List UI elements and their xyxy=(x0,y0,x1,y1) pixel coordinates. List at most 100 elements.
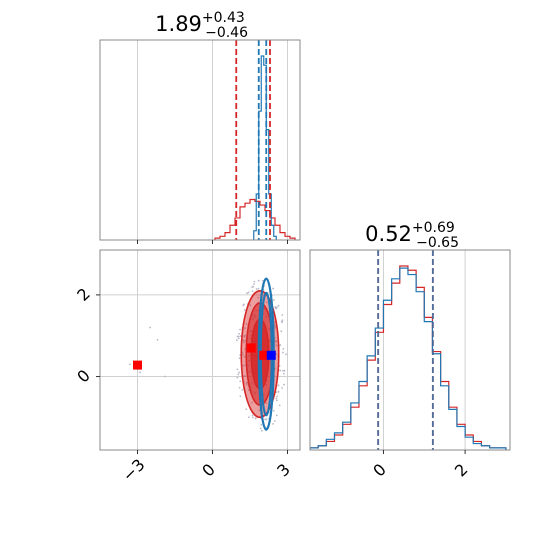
scatter-point xyxy=(274,340,277,343)
scatter-point xyxy=(276,306,278,309)
scatter-point xyxy=(245,323,248,326)
scatter-point xyxy=(251,416,254,419)
scatter-point xyxy=(277,304,280,307)
scatter-point xyxy=(274,327,277,329)
scatter-point xyxy=(236,335,239,338)
scatter-point xyxy=(276,395,278,398)
scatter-point xyxy=(239,380,242,383)
scatter-point xyxy=(247,416,250,419)
scatter-point xyxy=(283,369,286,372)
x-tick-label: 2 xyxy=(451,460,472,481)
scatter-point xyxy=(243,309,246,311)
scatter-point xyxy=(164,375,166,378)
scatter-point xyxy=(251,286,254,289)
scatter-point xyxy=(156,338,159,341)
panel-frame-contour xyxy=(99,249,301,451)
scatter-point xyxy=(285,353,287,356)
scatter-point xyxy=(275,353,278,355)
scatter-point xyxy=(236,368,239,371)
scatter-point xyxy=(274,307,277,309)
scatter-point xyxy=(280,330,283,333)
x-tick-label: 0 xyxy=(198,460,219,481)
scatter-point xyxy=(251,290,254,293)
scatter-point xyxy=(282,348,285,350)
scatter-point xyxy=(237,335,240,338)
scatter-point xyxy=(238,332,241,335)
scatter-point xyxy=(254,417,257,420)
scatter-point xyxy=(243,303,245,306)
scatter-point xyxy=(242,339,245,342)
marker-1 xyxy=(246,343,256,353)
scatter-point xyxy=(275,344,278,347)
scatter-point xyxy=(236,339,238,342)
scatter-point xyxy=(237,337,240,340)
scatter-point xyxy=(129,363,131,366)
scatter-point xyxy=(275,414,278,417)
scatter-point xyxy=(265,418,268,421)
scatter-point xyxy=(282,351,284,354)
hist-top-group xyxy=(214,40,296,240)
scatter-point xyxy=(260,423,263,426)
scatter-point xyxy=(275,397,278,400)
marker-3 xyxy=(266,350,276,360)
scatter-point xyxy=(241,351,244,354)
scatter-point xyxy=(265,402,268,405)
panel-title-top-minus: −0.46 xyxy=(205,25,248,41)
hist-series-1 xyxy=(310,267,507,450)
hist-series-0 xyxy=(214,198,296,240)
hist-right-group xyxy=(310,250,507,450)
scatter-point xyxy=(253,280,256,283)
scatter-point xyxy=(245,408,248,411)
scatter-point xyxy=(242,335,245,337)
y-tick-label: 0 xyxy=(73,366,94,387)
scatter-point xyxy=(257,279,260,282)
scatter-point xyxy=(239,328,241,331)
scatter-point xyxy=(281,314,284,316)
scatter-point xyxy=(238,357,241,360)
scatter-point xyxy=(260,429,263,432)
scatter-point xyxy=(242,364,245,367)
scatter-point xyxy=(243,355,246,358)
scatter-point xyxy=(251,401,253,404)
scatter-point xyxy=(247,291,250,294)
hist-series-1 xyxy=(253,55,277,240)
scatter-point xyxy=(282,369,284,372)
marker-0 xyxy=(133,360,142,370)
scatter-point xyxy=(238,371,240,374)
scatter-point xyxy=(236,376,239,379)
x-tick-label: −3 xyxy=(119,455,149,485)
scatter-point xyxy=(261,279,264,282)
marker-2 xyxy=(259,350,269,360)
scatter-point xyxy=(257,287,260,290)
panel-frame-right xyxy=(309,249,511,451)
scatter-point xyxy=(277,384,280,387)
panel-frame-top xyxy=(99,39,301,241)
scatter-point xyxy=(139,371,141,374)
scatter-point xyxy=(246,292,249,295)
scatter-point xyxy=(272,410,275,412)
scatter-point xyxy=(279,369,282,372)
scatter-point xyxy=(257,296,259,299)
scatter-point xyxy=(272,299,275,301)
scatter-point xyxy=(283,372,285,375)
scatter-point xyxy=(253,283,255,285)
scatter-point xyxy=(277,391,280,393)
scatter-point xyxy=(283,383,285,386)
x-tick-label: 3 xyxy=(273,460,294,481)
scatter-point xyxy=(244,327,246,330)
x-tick-label: 0 xyxy=(369,460,390,481)
scatter-point xyxy=(281,321,283,324)
scatter-point xyxy=(242,341,245,344)
scatter-point xyxy=(242,354,244,356)
scatter-point xyxy=(244,375,246,378)
scatter-point xyxy=(281,319,284,322)
scatter-point xyxy=(264,418,267,421)
scatter-point xyxy=(259,427,262,430)
scatter-point xyxy=(255,288,258,291)
scatter-point xyxy=(149,326,151,329)
scatter-point xyxy=(278,404,281,407)
scatter-point xyxy=(273,420,276,422)
scatter-point xyxy=(249,304,251,307)
scatter-point xyxy=(281,387,283,389)
